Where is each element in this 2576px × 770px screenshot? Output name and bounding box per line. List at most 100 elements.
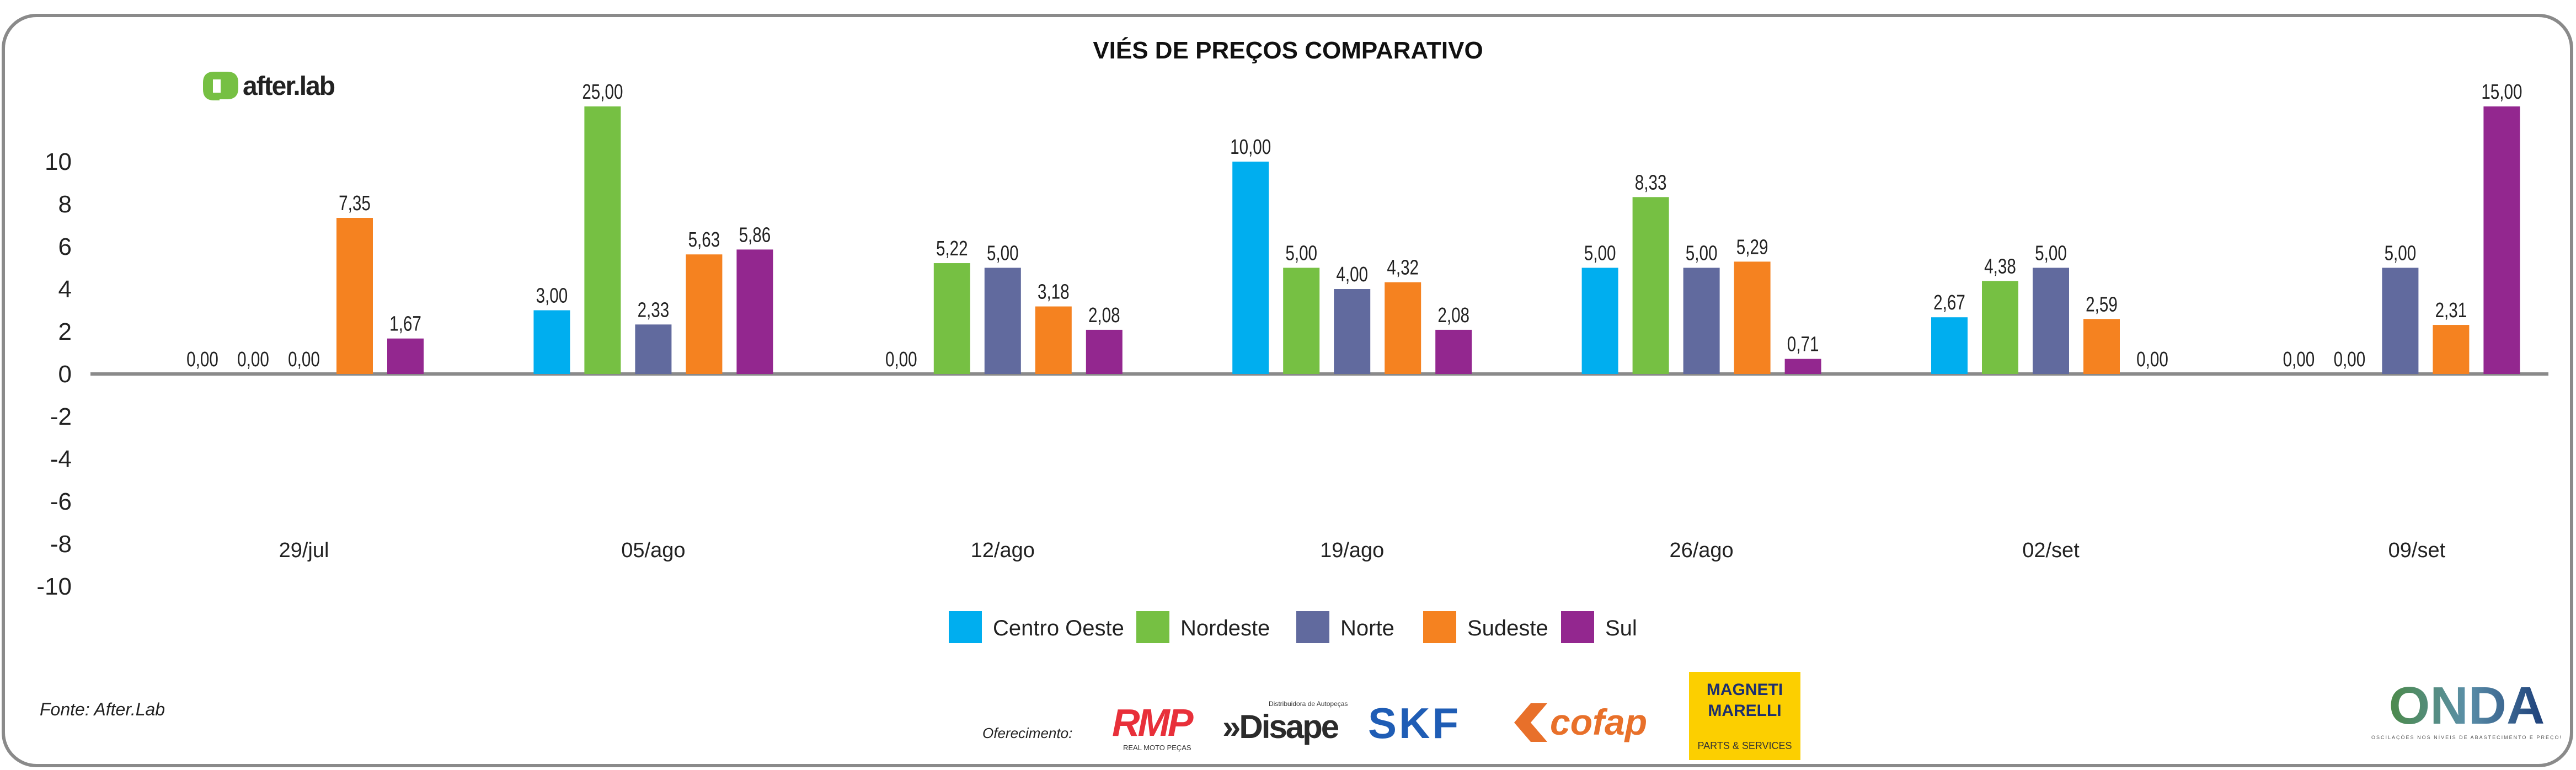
data-label: 3,00 bbox=[536, 284, 568, 307]
data-label: 0,00 bbox=[288, 348, 320, 371]
data-label: 5,29 bbox=[1736, 236, 1768, 259]
data-label: 2,08 bbox=[1437, 303, 1469, 327]
y-tick-label: 6 bbox=[58, 233, 72, 260]
bar-norte bbox=[1683, 268, 1720, 374]
chart-frame bbox=[2, 14, 2573, 767]
disape-logo-text: »Disape bbox=[1222, 708, 1339, 745]
data-label: 15,00 bbox=[2481, 80, 2522, 103]
legend-label: Norte bbox=[1340, 616, 1394, 640]
bar-centro-oeste bbox=[533, 310, 570, 374]
disape-logo: Distribuidora de Autopeças »Disape bbox=[1222, 700, 1348, 745]
bar-centro-oeste bbox=[1232, 162, 1269, 374]
bar-centro-oeste bbox=[1581, 268, 1618, 374]
data-label: 4,38 bbox=[1984, 255, 2016, 278]
rmp-logo-text: RMP bbox=[1112, 701, 1194, 744]
bar-sul bbox=[1784, 359, 1821, 374]
afterlab-logo: after.lab bbox=[203, 72, 336, 101]
data-label: 3,18 bbox=[1038, 280, 1070, 303]
x-tick-label: 19/ago bbox=[1320, 539, 1384, 562]
source-note: Fonte: After.Lab bbox=[40, 699, 165, 719]
bar-norte bbox=[984, 268, 1021, 374]
skf-logo: SKF bbox=[1368, 699, 1461, 747]
bar-norte bbox=[1334, 289, 1371, 374]
onda-logo: ONDA OSCILAÇÕES NOS NÍVEIS DE ABASTECIME… bbox=[2371, 676, 2562, 740]
bar-norte bbox=[2382, 268, 2419, 374]
legend-swatch bbox=[1136, 611, 1169, 643]
x-tick-label: 05/ago bbox=[621, 539, 685, 562]
data-label: 0,00 bbox=[885, 348, 917, 371]
y-axis: 10 8 6 4 2 0 -2 -4 -6 -8 -10 bbox=[36, 148, 72, 600]
legend-label: Sudeste bbox=[1467, 616, 1548, 640]
data-label: 0,71 bbox=[1787, 333, 1819, 356]
x-tick-label: 09/set bbox=[2388, 539, 2446, 562]
magneti-logo-line1: MAGNETI bbox=[1707, 681, 1783, 699]
data-label: 25,00 bbox=[582, 80, 623, 103]
data-label: 1,67 bbox=[389, 312, 421, 335]
magneti-marelli-logo: MAGNETI MARELLI PARTS & SERVICES bbox=[1689, 672, 1800, 760]
data-label: 5,00 bbox=[2385, 242, 2417, 265]
data-label: 2,67 bbox=[1933, 291, 1965, 314]
data-label: 8,33 bbox=[1635, 171, 1667, 194]
data-label: 0,00 bbox=[2283, 348, 2315, 371]
bar-sudeste bbox=[1385, 282, 1421, 374]
y-tick-label: -8 bbox=[50, 531, 72, 558]
onda-logo-subtext: OSCILAÇÕES NOS NÍVEIS DE ABASTECIMENTO E… bbox=[2371, 735, 2562, 740]
legend-swatch bbox=[1561, 611, 1594, 643]
legend-label: Nordeste bbox=[1180, 616, 1270, 640]
bar-sudeste bbox=[686, 254, 723, 374]
data-label: 5,00 bbox=[2035, 242, 2067, 265]
y-tick-label: 0 bbox=[58, 361, 72, 388]
data-label: 4,32 bbox=[1387, 256, 1419, 279]
cofap-logo-text: cofap bbox=[1550, 702, 1647, 742]
legend-swatch bbox=[1296, 611, 1329, 643]
cofap-logo: cofap bbox=[1514, 702, 1647, 742]
y-tick-label: 4 bbox=[58, 276, 72, 303]
bar-sul bbox=[736, 249, 773, 374]
bars: 0,00 0,00 0,00 7,35 1,67 3,00 25,00 2,33 5,63 5,8… bbox=[186, 80, 2522, 374]
y-tick-label: 10 bbox=[45, 148, 72, 175]
data-label: 0,00 bbox=[2136, 348, 2168, 371]
bar-norte bbox=[635, 324, 672, 374]
onda-logo-text: ONDA bbox=[2389, 676, 2545, 735]
bar-norte bbox=[2033, 268, 2069, 374]
data-label: 0,00 bbox=[237, 348, 269, 371]
data-label: 2,08 bbox=[1088, 303, 1120, 327]
bar-sudeste bbox=[1035, 306, 1072, 374]
magneti-logo-subtext: PARTS & SERVICES bbox=[1697, 740, 1792, 751]
x-tick-label: 02/set bbox=[2022, 539, 2080, 562]
data-label: 5,63 bbox=[688, 228, 720, 252]
y-tick-label: -10 bbox=[36, 573, 72, 600]
y-tick-label: -2 bbox=[50, 403, 72, 430]
magneti-marelli-background bbox=[1689, 672, 1800, 760]
data-label: 4,00 bbox=[1336, 263, 1368, 286]
data-label: 5,00 bbox=[1686, 242, 1718, 265]
rmp-logo: RMP REAL MOTO PEÇAS bbox=[1112, 701, 1196, 752]
data-label: 7,35 bbox=[339, 192, 371, 215]
bar-nordeste bbox=[933, 263, 970, 374]
bar-sudeste bbox=[2433, 325, 2470, 374]
data-label: 0,00 bbox=[186, 348, 218, 371]
bar-sudeste bbox=[1734, 261, 1771, 374]
y-tick-label: -4 bbox=[50, 446, 72, 473]
y-tick-label: 2 bbox=[58, 318, 72, 345]
data-label: 0,00 bbox=[2334, 348, 2366, 371]
bar-sudeste bbox=[336, 218, 373, 374]
data-label: 5,00 bbox=[1584, 242, 1616, 265]
cofap-logo-mark bbox=[1514, 703, 1547, 742]
chart-title: VIÉS DE PREÇOS COMPARATIVO bbox=[1093, 36, 1483, 64]
bar-nordeste bbox=[1632, 197, 1669, 374]
legend-label: Centro Oeste bbox=[993, 616, 1124, 640]
afterlab-logo-text: after.lab bbox=[243, 72, 335, 101]
bar-sudeste bbox=[2083, 319, 2120, 374]
bar-sul bbox=[1435, 329, 1472, 374]
x-axis: 29/jul 05/ago 12/ago 19/ago 26/ago 02/set 09/s… bbox=[279, 539, 2446, 562]
rmp-logo-subtext: REAL MOTO PEÇAS bbox=[1123, 744, 1191, 752]
bar-centro-oeste bbox=[1931, 317, 1968, 374]
bar-nordeste bbox=[584, 106, 621, 374]
legend-swatch bbox=[1423, 611, 1456, 643]
data-label: 2,59 bbox=[2086, 293, 2118, 316]
y-tick-label: 8 bbox=[58, 191, 72, 218]
bar-sul bbox=[1086, 329, 1123, 374]
x-tick-label: 29/jul bbox=[279, 539, 329, 562]
